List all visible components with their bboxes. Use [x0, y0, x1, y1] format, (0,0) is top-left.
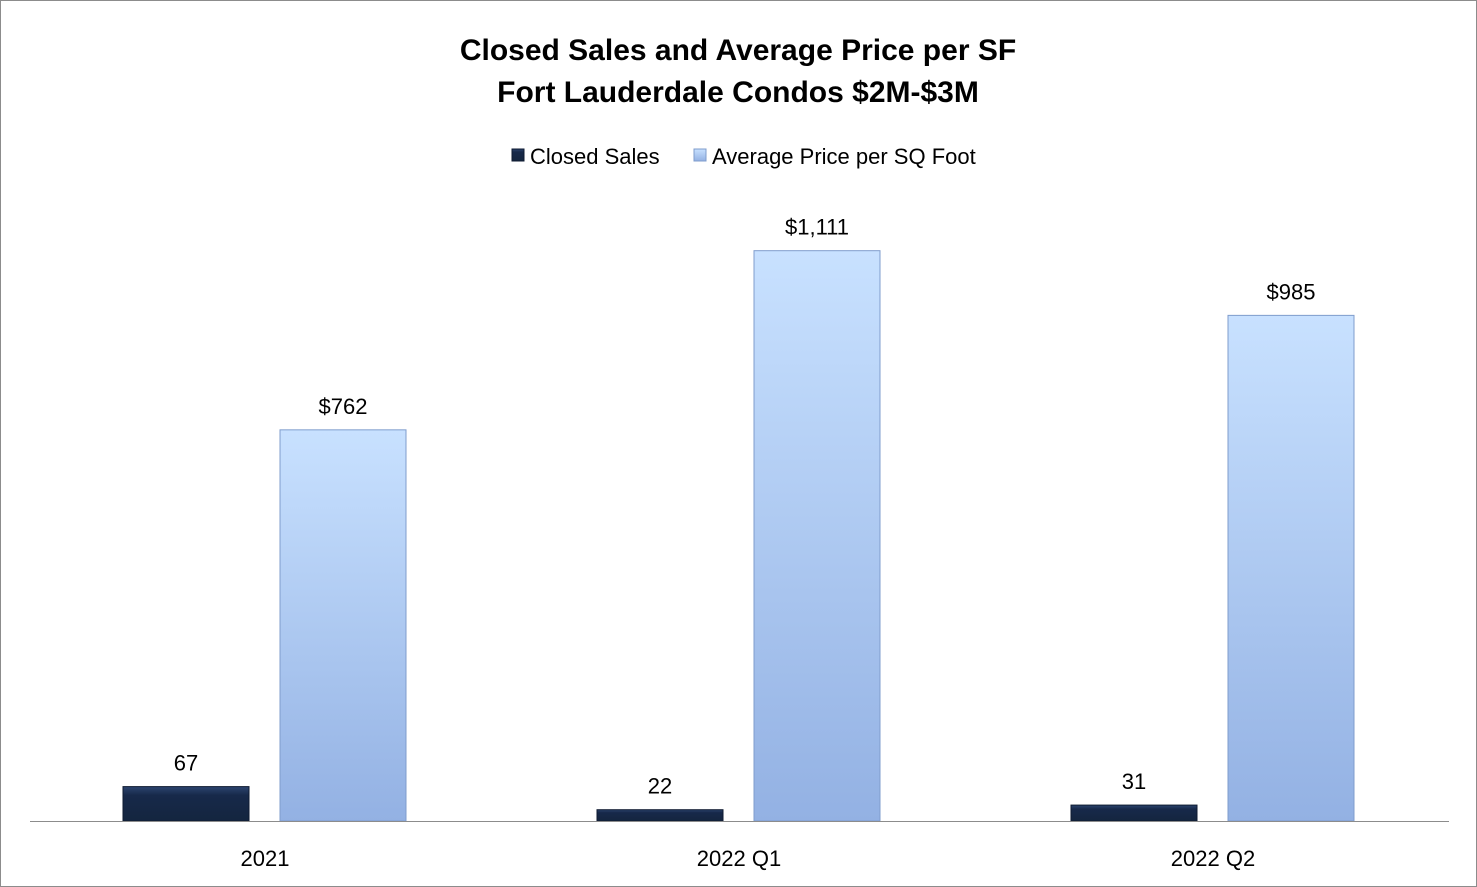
legend-swatch-avg-price: [693, 148, 707, 162]
x-tick-label: 2021: [241, 846, 290, 871]
bar-closed-sales: [596, 809, 724, 822]
data-label: 22: [648, 774, 672, 799]
data-label: 67: [174, 751, 198, 776]
data-label: $985: [1267, 279, 1316, 304]
legend-swatch-closed-sales: [511, 148, 525, 162]
bar-closed-sales: [1070, 804, 1198, 822]
bar-avg-price: [1227, 314, 1355, 822]
bar-avg-price: [753, 250, 881, 822]
bar-avg-price: [279, 429, 407, 822]
bar-closed-sales: [122, 786, 250, 822]
x-tick-label: 2022 Q1: [697, 846, 781, 871]
x-tick-label: 2022 Q2: [1171, 846, 1255, 871]
legend-label-avg-price: Average Price per SQ Foot: [712, 144, 976, 169]
data-label: $1,111: [785, 215, 849, 240]
legend-label-closed-sales: Closed Sales: [530, 144, 660, 169]
data-label: $762: [319, 394, 368, 419]
data-label: 31: [1122, 769, 1146, 794]
chart-title-line-2: Fort Lauderdale Condos $2M-$3M: [497, 76, 979, 109]
chart-title-line-1: Closed Sales and Average Price per SF: [460, 34, 1016, 67]
